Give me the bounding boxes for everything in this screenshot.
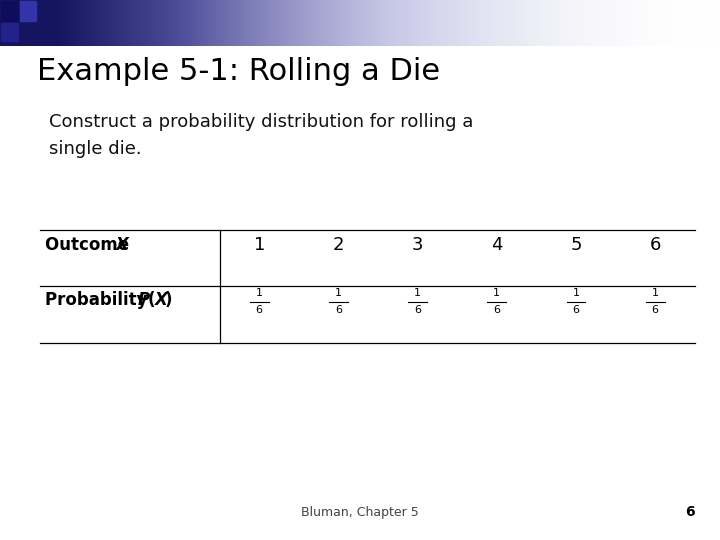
Text: 6: 6 [652, 305, 659, 315]
Text: 2: 2 [333, 236, 344, 254]
Text: ): ) [165, 291, 172, 308]
Text: Example 5-1: Rolling a Die: Example 5-1: Rolling a Die [37, 57, 441, 86]
Bar [19, 2, 36, 21]
Bar [1, 2, 18, 21]
Text: 6: 6 [493, 305, 500, 315]
Text: 3: 3 [412, 236, 423, 254]
Text: 4: 4 [491, 236, 503, 254]
Text: Outcome: Outcome [45, 236, 135, 254]
Text: 1: 1 [652, 288, 659, 299]
Bar [1, 23, 18, 42]
Text: 1: 1 [256, 288, 263, 299]
Text: Construct a probability distribution for rolling a
single die.: Construct a probability distribution for… [49, 113, 473, 158]
Text: 1: 1 [335, 288, 342, 299]
Text: 1: 1 [572, 288, 580, 299]
Text: 1: 1 [414, 288, 421, 299]
Text: P: P [138, 291, 150, 308]
Text: Probability: Probability [45, 291, 153, 308]
Text: 6: 6 [572, 305, 580, 315]
Text: 6: 6 [256, 305, 263, 315]
Text: 5: 5 [570, 236, 582, 254]
Text: Bluman, Chapter 5: Bluman, Chapter 5 [301, 507, 419, 519]
Text: 1: 1 [493, 288, 500, 299]
Text: 6: 6 [649, 236, 661, 254]
Text: 6: 6 [685, 505, 695, 519]
Text: 6: 6 [414, 305, 421, 315]
Text: 1: 1 [253, 236, 265, 254]
Text: 6: 6 [335, 305, 342, 315]
Text: X: X [116, 236, 129, 254]
Text: X: X [155, 291, 168, 308]
Text: (: ( [148, 291, 155, 308]
